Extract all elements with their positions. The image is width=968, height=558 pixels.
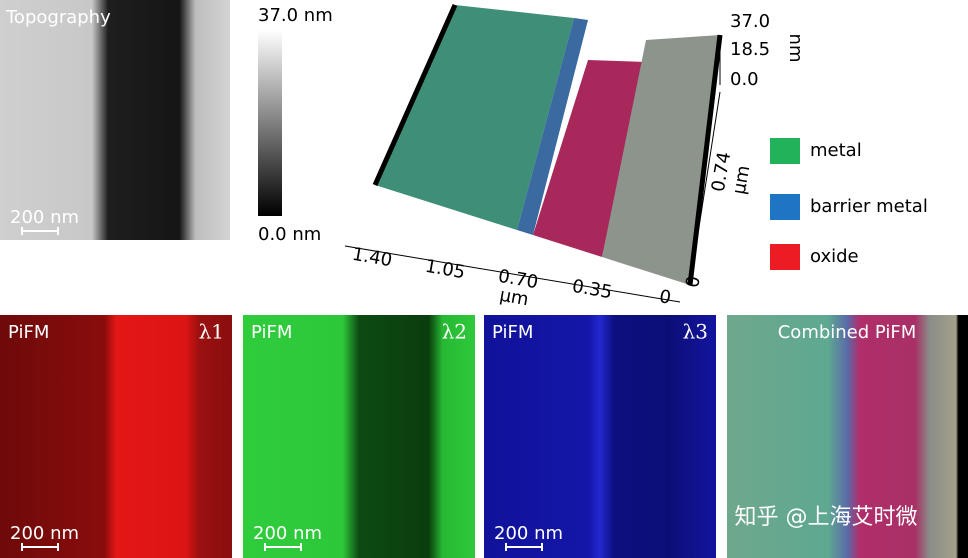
x-tick: 1.40	[351, 244, 394, 272]
surface-barrier	[517, 18, 588, 235]
z-tick: 0.0	[730, 69, 759, 90]
scale-bar	[21, 543, 59, 551]
legend: metal barrier metal oxide	[770, 138, 928, 270]
z-tick: 18.5	[730, 39, 770, 60]
surface-edge	[372, 3, 723, 286]
x-tick: 1.05	[424, 256, 467, 284]
scale-bar	[21, 227, 59, 235]
scale-bar-label: 200 nm	[253, 523, 322, 544]
panel-label: PiFM	[8, 322, 49, 343]
surface-right	[602, 35, 720, 285]
panel-label: PiFM	[492, 322, 533, 343]
x-unit: µm	[498, 285, 530, 311]
wavelength: λ2	[442, 320, 467, 344]
topography-image	[0, 0, 230, 240]
legend-swatch	[770, 244, 800, 270]
pifm-image	[727, 315, 968, 558]
scale-bar-label: 200 nm	[494, 523, 563, 544]
colorbar-max: 37.0 nm	[258, 5, 333, 26]
pifm-image	[0, 315, 232, 558]
topography-label: Topography	[5, 7, 111, 28]
legend-swatch	[770, 138, 800, 164]
surface-metal	[375, 5, 574, 230]
z-tick: 37.0	[730, 11, 770, 32]
colorbar-min: 0.0 nm	[258, 224, 321, 245]
scale-bar	[264, 543, 302, 551]
colorbar	[258, 30, 282, 216]
panel-label: PiFM	[251, 322, 292, 343]
scale-bar-label: 200 nm	[10, 523, 79, 544]
y-unit: µm	[729, 164, 755, 196]
legend-label: metal	[810, 140, 862, 161]
x-tick: 0	[658, 286, 673, 309]
surface-oxide	[533, 60, 646, 257]
watermark: 知乎 @上海艾时微	[735, 505, 918, 530]
surface-axes	[344, 35, 721, 303]
legend-swatch	[770, 194, 800, 220]
z-unit: nm	[785, 34, 806, 63]
scale-bar	[505, 543, 543, 551]
panel-label: Combined PiFM	[778, 322, 917, 343]
scale-bar-label: 200 nm	[10, 207, 79, 228]
legend-label: oxide	[810, 246, 859, 267]
wavelength: λ3	[683, 320, 708, 344]
legend-label: barrier metal	[810, 196, 928, 217]
wavelength: λ1	[199, 320, 224, 344]
y-tick: 0	[682, 274, 705, 289]
pifm-image	[243, 315, 475, 558]
x-tick: 0.35	[571, 276, 614, 304]
pifm-image	[484, 315, 716, 558]
